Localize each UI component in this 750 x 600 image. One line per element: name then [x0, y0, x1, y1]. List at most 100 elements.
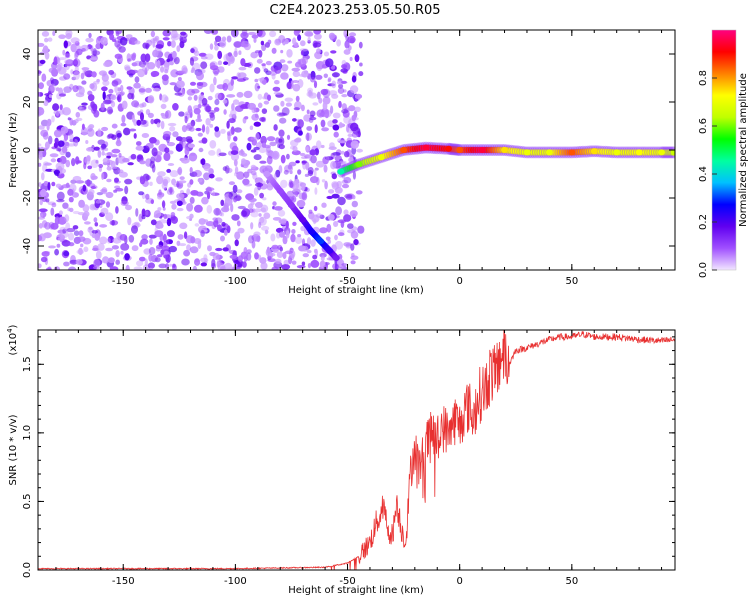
noise-speckle [131, 69, 139, 74]
noise-speckle [312, 102, 319, 106]
noise-speckle [120, 200, 129, 206]
noise-speckle [297, 169, 302, 175]
noise-speckle [128, 73, 134, 78]
noise-speckle [163, 213, 168, 219]
noise-speckle [280, 72, 289, 80]
noise-speckle [149, 181, 153, 186]
noise-speckle [61, 145, 68, 154]
noise-speckle [320, 119, 326, 128]
noise-speckle [256, 58, 263, 64]
bottom-plot-frame [37, 329, 676, 571]
noise-speckle [78, 105, 82, 110]
noise-speckle [292, 80, 299, 83]
noise-speckle [93, 258, 101, 268]
noise-speckle [189, 57, 195, 66]
noise-speckle [238, 66, 247, 71]
noise-speckle [341, 173, 346, 179]
noise-speckle [118, 169, 124, 173]
noise-speckle [269, 141, 277, 147]
noise-speckle [178, 180, 187, 184]
noise-speckle [44, 51, 50, 60]
noise-speckle [251, 240, 256, 249]
noise-speckle [124, 66, 131, 71]
noise-speckle [230, 78, 234, 86]
noise-speckle [214, 129, 221, 138]
noise-speckle [198, 218, 206, 225]
noise-speckle [223, 109, 227, 115]
noise-speckle [266, 146, 271, 154]
noise-speckle [67, 117, 71, 121]
noise-speckle [150, 30, 156, 38]
noise-speckle [144, 53, 151, 62]
noise-speckle [233, 197, 238, 203]
noise-speckle [131, 54, 136, 61]
noise-speckle [174, 92, 183, 96]
noise-speckle [96, 192, 104, 196]
noise-speckle [259, 117, 266, 122]
top-y-axis-label: Frequency (Hz) [8, 112, 19, 188]
noise-speckle [181, 258, 190, 266]
noise-speckle [265, 60, 272, 66]
noise-speckle [59, 155, 67, 165]
noise-speckle [158, 219, 168, 224]
noise-speckle [286, 49, 293, 58]
noise-speckle [325, 236, 331, 241]
noise-speckle [145, 175, 151, 181]
noise-speckle [326, 223, 332, 233]
noise-speckle [310, 259, 320, 268]
noise-speckle [100, 102, 105, 111]
noise-speckle [301, 160, 308, 164]
noise-speckle [191, 88, 200, 94]
noise-speckle [76, 236, 86, 243]
noise-speckle [164, 147, 170, 154]
noise-speckle [43, 180, 49, 187]
noise-speckle [217, 50, 223, 60]
noise-speckle [125, 264, 130, 270]
noise-speckle [154, 230, 164, 238]
noise-speckle [341, 103, 347, 111]
noise-speckle [148, 247, 156, 255]
noise-speckle [228, 181, 235, 186]
noise-speckle [240, 210, 247, 218]
noise-speckle [111, 123, 118, 129]
noise-speckle [97, 139, 106, 145]
noise-speckle [87, 165, 93, 170]
noise-speckle [243, 171, 250, 179]
noise-speckle [276, 112, 286, 117]
noise-speckle [183, 231, 188, 239]
y-tick-label: 1.0 [22, 425, 33, 441]
noise-speckle [274, 38, 282, 46]
noise-speckle [161, 200, 166, 209]
noise-speckle [301, 245, 309, 252]
noise-speckle [94, 233, 100, 241]
noise-speckle [88, 32, 92, 39]
noise-speckle [45, 168, 54, 172]
noise-speckle [183, 249, 191, 257]
signal-track-point [400, 147, 408, 153]
bottom-plot-background [38, 330, 675, 570]
noise-speckle [334, 240, 344, 250]
noise-speckle [283, 169, 289, 175]
noise-speckle [236, 91, 244, 98]
noise-speckle [237, 205, 246, 210]
noise-speckle [310, 239, 316, 247]
noise-speckle [322, 88, 331, 98]
noise-speckle [225, 167, 233, 174]
noise-speckle [48, 245, 56, 249]
noise-speckle [186, 244, 191, 252]
colorbar-tick-label: 0.8 [698, 70, 709, 86]
noise-speckle [220, 199, 225, 206]
noise-speckle [214, 217, 223, 224]
noise-speckle [166, 168, 172, 173]
noise-speckle [263, 100, 270, 105]
noise-speckle [243, 90, 253, 99]
noise-speckle [292, 37, 297, 46]
noise-speckle [124, 253, 130, 261]
noise-speckle [83, 105, 87, 110]
noise-speckle [152, 87, 161, 92]
noise-speckle [156, 122, 161, 128]
noise-speckle [140, 53, 147, 63]
noise-speckle [234, 231, 241, 240]
noise-speckle [298, 130, 303, 136]
noise-speckle [277, 244, 283, 250]
